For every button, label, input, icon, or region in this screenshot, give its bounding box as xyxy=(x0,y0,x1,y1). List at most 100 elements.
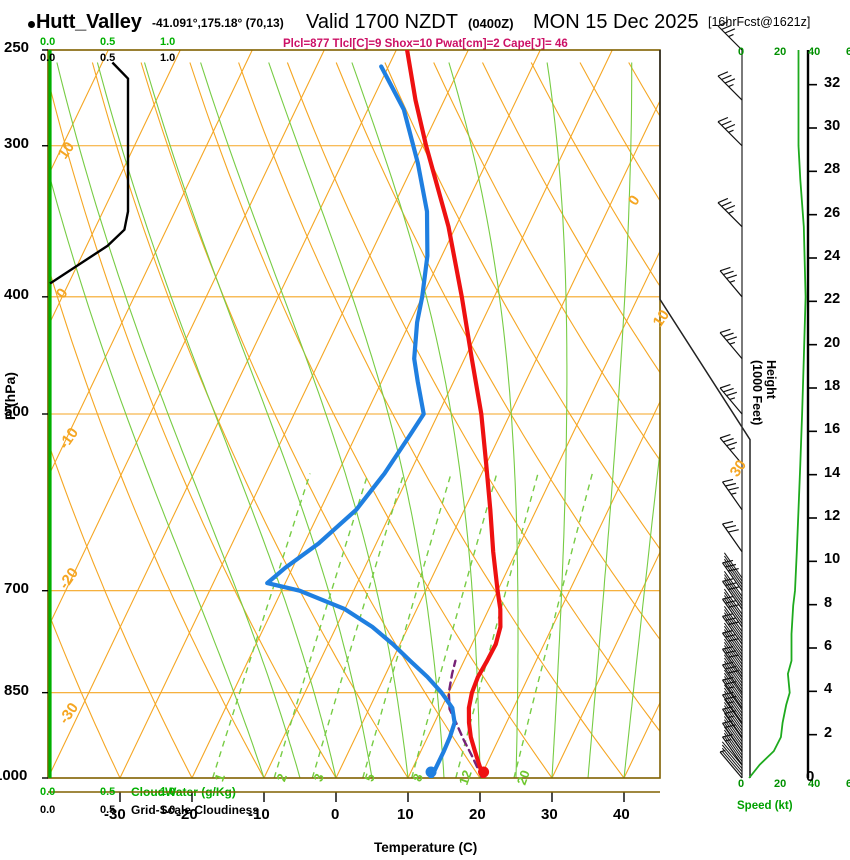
moist-adiabat-5 xyxy=(143,62,373,778)
dry-adiabat-40 xyxy=(238,62,625,778)
station-coordinates: -41.091°,175.18° (70,13) xyxy=(152,16,284,30)
station-name: Hutt_Valley xyxy=(36,11,142,33)
dry-adiabat-90 xyxy=(482,62,660,374)
height-label-6: 6 xyxy=(824,638,833,654)
dry-adiabat-100 xyxy=(530,62,660,288)
wind-barb xyxy=(722,638,743,678)
cloudiness-axis-label: Grid-Scale Cloudiness xyxy=(131,803,260,817)
temperature-label-40: 40 xyxy=(613,806,630,823)
wind-barb xyxy=(719,266,743,298)
mixing-ratio-12 xyxy=(455,473,539,778)
dry-adiabat-70 xyxy=(384,62,660,551)
dry-adiabat-110 xyxy=(579,62,660,202)
wind-barb xyxy=(722,654,743,693)
grid-scale-cloudiness-trace xyxy=(49,61,130,285)
cloudwater-bottom-label-2: 1.0 xyxy=(160,786,176,798)
wind-barb xyxy=(722,698,743,738)
sounding-parameters: Plcl=877 Tlcl[C]=9 Shox=10 Pwat[cm]=2 Ca… xyxy=(283,38,568,50)
dry-adiabat-20 xyxy=(140,62,481,778)
temperature-label-20: 20 xyxy=(469,806,486,823)
moist-adiabat-0 xyxy=(96,62,337,778)
speed-bottom-label-2: 40 xyxy=(808,778,821,790)
height-label-16: 16 xyxy=(824,421,841,438)
wind-barb xyxy=(717,197,743,228)
speed-bottom-label-0: 0 xyxy=(738,778,745,790)
mixing-ratio-5 xyxy=(362,473,452,778)
isotherm--70 xyxy=(48,50,181,328)
moist-adiabat--10 xyxy=(48,168,265,778)
cloudwater-bottom-label-1: 0.5 xyxy=(100,786,116,798)
cloudiness-top-label-0: 0.0 xyxy=(40,52,56,64)
cloudwater-top-label-0: 0.0 xyxy=(40,36,56,48)
dry-adiabat--10 xyxy=(48,264,265,778)
isotherm-0 xyxy=(335,99,660,778)
height-label-8: 8 xyxy=(824,594,833,611)
height-label-20: 20 xyxy=(824,334,841,351)
moist-adiabat--5 xyxy=(56,62,301,778)
wind-speed-trace xyxy=(748,50,807,779)
surface-dewpoint-marker xyxy=(425,766,437,778)
moist-adiabat-40 xyxy=(623,446,660,778)
wind-barb xyxy=(722,684,743,724)
pressure-label-850: 850 xyxy=(4,681,30,699)
height-label-24: 24 xyxy=(824,248,841,264)
pressure-label-250: 250 xyxy=(4,39,30,56)
temperature-label-30: 30 xyxy=(541,806,558,823)
isotherm--20 xyxy=(191,50,541,778)
height-label-18: 18 xyxy=(824,378,841,394)
moist-adiabat-25 xyxy=(448,62,519,778)
parcel-trace xyxy=(447,659,484,778)
temperature-label--10: -10 xyxy=(248,806,270,823)
pressure-label-300: 300 xyxy=(4,134,30,152)
cloudwater-top-label-2: 1.0 xyxy=(160,36,176,48)
dry-adiabat-60 xyxy=(335,62,660,641)
valid-time-utc: (0400Z) xyxy=(468,16,514,31)
pressure-label-400: 400 xyxy=(4,285,30,303)
sounding-top-boundary xyxy=(659,50,751,778)
height-label-10: 10 xyxy=(824,551,841,568)
isotherm--50 xyxy=(48,50,325,629)
isotherm--60 xyxy=(48,50,253,479)
valid-time: Valid 1700 NZDT xyxy=(306,11,458,33)
mixing-ratio-20 xyxy=(513,473,593,778)
temperature-label--30: -30 xyxy=(104,806,126,823)
pressure-label-1000: 1000 xyxy=(0,767,28,784)
speed-top-label-0: 0 xyxy=(738,46,745,58)
surface-temperature-marker xyxy=(478,766,490,778)
height-label-22: 22 xyxy=(824,291,841,308)
isotherm-30 xyxy=(551,550,660,778)
dewpoint-trace xyxy=(265,64,457,778)
temperature-axis-label: Temperature (C) xyxy=(374,840,478,855)
height-label-30: 30 xyxy=(824,118,841,134)
wind-barb xyxy=(722,622,743,662)
wind-barb xyxy=(717,71,743,101)
dry-adiabat-80 xyxy=(433,62,660,462)
isotherm--40 xyxy=(48,50,397,778)
station-marker-dot xyxy=(28,21,35,28)
wind-barb xyxy=(719,434,743,465)
speed-bottom-label-3: 6 xyxy=(846,778,850,790)
dry-adiabat-30 xyxy=(189,62,553,778)
speed-axis-label: Speed (kt) xyxy=(737,800,793,812)
wind-barb xyxy=(719,384,743,415)
moist-adiabat-15 xyxy=(268,62,445,778)
height-zero-label: 0 xyxy=(806,768,815,785)
temperature-label-10: 10 xyxy=(397,806,414,823)
isotherm--10 xyxy=(263,50,613,778)
dry-adiabat-0 xyxy=(48,77,337,778)
temperature-label--20: -20 xyxy=(176,806,198,823)
cloudwater-bottom-label-0: 0.0 xyxy=(40,786,56,798)
temperature-trace xyxy=(405,50,503,778)
wind-barb xyxy=(722,478,743,511)
height-label-26: 26 xyxy=(824,204,841,221)
isotherm-50 xyxy=(696,50,850,778)
moist-adiabat-35 xyxy=(587,62,633,778)
dry-adiabat--20 xyxy=(48,440,193,778)
pressure-label-700: 700 xyxy=(4,579,30,597)
dry-adiabat--30 xyxy=(48,610,121,778)
speed-top-label-3: 6 xyxy=(846,46,850,58)
height-label-32: 32 xyxy=(824,74,841,91)
isotherm-10 xyxy=(407,249,660,778)
speed-bottom-label-1: 20 xyxy=(774,778,787,790)
